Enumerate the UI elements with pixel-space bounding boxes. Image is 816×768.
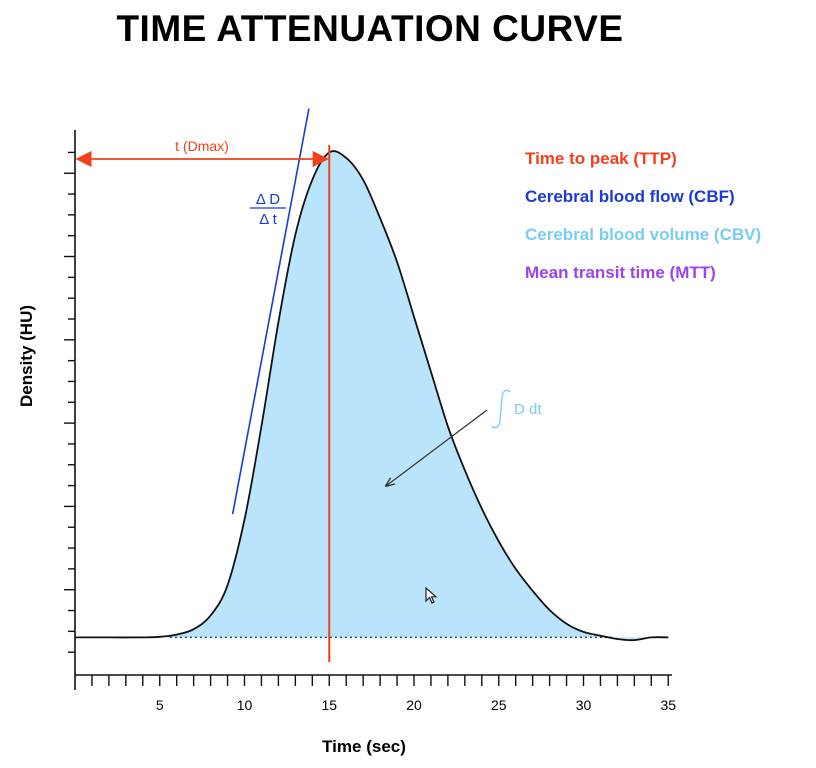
y-axis-ticks [64, 151, 75, 653]
mouse-pointer-icon [425, 587, 438, 604]
integral-label: D dt [514, 401, 542, 418]
y-axis-label: Density (HU) [17, 305, 36, 407]
x-axis-label: Time (sec) [322, 737, 406, 756]
legend-item-ttp: Time to peak (TTP) [525, 149, 677, 168]
density-curve [75, 150, 669, 642]
x-tick-label: 30 [576, 697, 592, 713]
cbv-area [75, 151, 669, 641]
x-tick-label: 35 [660, 697, 676, 713]
chart-title: TIME ATTENUATION CURVE [116, 8, 624, 49]
x-axis-ticks [91, 675, 669, 686]
legend-item-mtt: Mean transit time (MTT) [525, 263, 716, 282]
cbf-tangent-line [231, 108, 310, 515]
t-dmax-label: t (Dmax) [175, 138, 229, 154]
legend: Time to peak (TTP) Cerebral blood flow (… [525, 140, 761, 292]
legend-item-cbf: Cerebral blood flow (CBF) [525, 187, 735, 206]
x-tick-label: 20 [406, 697, 422, 713]
legend-item-cbv: Cerebral blood volume (CBV) [525, 225, 762, 244]
x-tick-label: 25 [491, 697, 507, 713]
integral-sign-icon [491, 389, 511, 429]
delta-d-label: Δ D [256, 191, 280, 208]
x-tick-labels: 5 10 15 20 25 30 35 [156, 697, 676, 713]
x-tick-label: 10 [237, 697, 253, 713]
delta-t-label: Δ t [259, 211, 277, 228]
x-tick-label: 15 [321, 697, 337, 713]
x-tick-label: 5 [156, 697, 164, 713]
integral-pointer-arrow [386, 409, 488, 486]
